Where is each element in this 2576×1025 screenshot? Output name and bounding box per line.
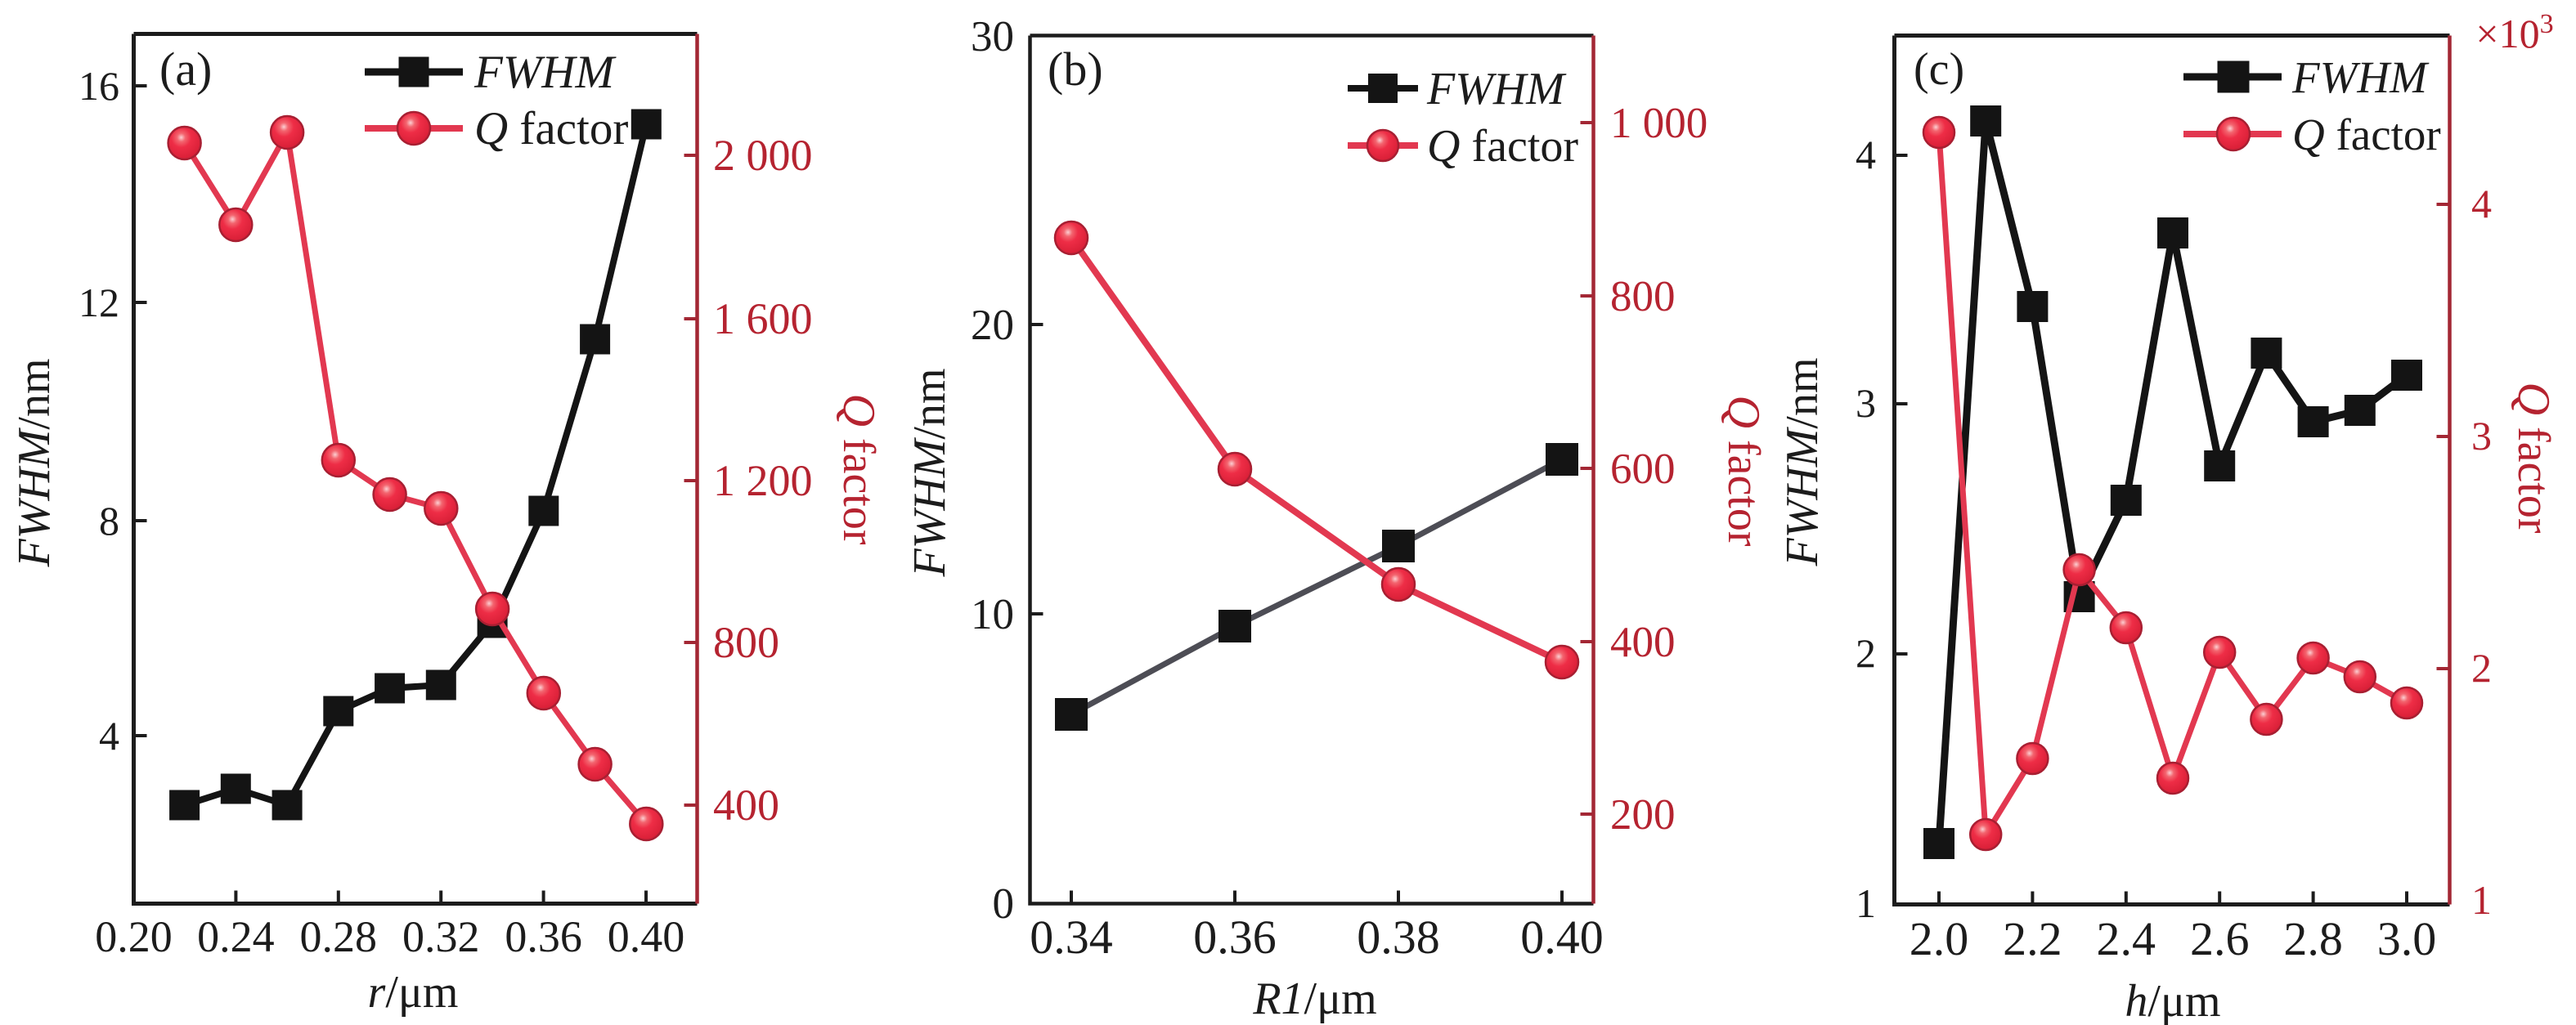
- svg-text:16: 16: [79, 63, 119, 109]
- svg-text:(a): (a): [159, 43, 212, 96]
- svg-text:0.38: 0.38: [1357, 911, 1440, 964]
- svg-text:800: 800: [1610, 273, 1676, 320]
- svg-text:R1/μm: R1/μm: [1252, 974, 1376, 1024]
- svg-text:FWHM: FWHM: [2291, 52, 2430, 102]
- svg-text:0.36: 0.36: [1193, 911, 1277, 964]
- svg-text:0.28: 0.28: [300, 912, 378, 961]
- svg-text:2.4: 2.4: [2097, 912, 2156, 965]
- svg-text:(b): (b): [1048, 43, 1103, 96]
- svg-text:1 000: 1 000: [1610, 100, 1708, 147]
- svg-text:FWHM/nm: FWHM/nm: [904, 368, 955, 577]
- svg-text:400: 400: [1610, 619, 1676, 666]
- svg-text:Q factor: Q factor: [2508, 382, 2559, 533]
- svg-text:10: 10: [971, 591, 1014, 638]
- svg-text:4: 4: [2471, 181, 2492, 226]
- svg-text:FWHM/nm: FWHM/nm: [9, 358, 60, 567]
- svg-text:1: 1: [1856, 880, 1876, 926]
- svg-text:Q factor: Q factor: [474, 103, 628, 154]
- svg-text:0.40: 0.40: [1520, 911, 1604, 964]
- svg-text:0.34: 0.34: [1030, 911, 1113, 964]
- svg-text:2 000: 2 000: [713, 131, 813, 180]
- svg-text:8: 8: [99, 498, 119, 544]
- svg-text:1: 1: [2471, 877, 2492, 923]
- svg-text:FWHM: FWHM: [473, 47, 617, 98]
- svg-text:×103: ×103: [2475, 9, 2553, 56]
- svg-text:3.0: 3.0: [2377, 912, 2437, 965]
- svg-text:4: 4: [1856, 132, 1876, 177]
- svg-text:600: 600: [1610, 445, 1676, 493]
- svg-text:0: 0: [993, 880, 1015, 928]
- svg-text:2.2: 2.2: [2003, 912, 2062, 965]
- svg-text:1 200: 1 200: [713, 456, 813, 505]
- svg-text:20: 20: [971, 302, 1014, 349]
- svg-text:Q factor: Q factor: [833, 393, 884, 544]
- svg-text:3: 3: [1856, 380, 1876, 426]
- svg-text:0.32: 0.32: [402, 912, 480, 961]
- svg-text:3: 3: [2471, 413, 2492, 459]
- svg-text:2.0: 2.0: [1910, 912, 1969, 965]
- svg-text:FWHM/nm: FWHM/nm: [1777, 357, 1828, 566]
- svg-text:12: 12: [79, 280, 119, 325]
- svg-text:2.6: 2.6: [2190, 912, 2250, 965]
- svg-text:4: 4: [99, 713, 119, 759]
- svg-text:0.20: 0.20: [95, 912, 173, 961]
- svg-text:2.8: 2.8: [2283, 912, 2343, 965]
- svg-text:200: 200: [1610, 791, 1676, 839]
- svg-text:2: 2: [2471, 645, 2492, 691]
- svg-text:FWHM: FWHM: [1426, 64, 1567, 114]
- svg-text:Q factor: Q factor: [1718, 395, 1769, 546]
- svg-text:h/μm: h/μm: [2125, 976, 2220, 1025]
- svg-text:0.24: 0.24: [197, 912, 275, 961]
- svg-text:r/μm: r/μm: [368, 967, 459, 1018]
- svg-text:0.36: 0.36: [505, 912, 582, 961]
- svg-text:800: 800: [713, 618, 779, 667]
- svg-text:0.40: 0.40: [608, 912, 685, 961]
- svg-text:2: 2: [1856, 630, 1876, 676]
- svg-text:Q factor: Q factor: [2292, 110, 2441, 159]
- svg-text:(c): (c): [1914, 44, 1964, 95]
- svg-text:30: 30: [971, 13, 1014, 60]
- svg-text:400: 400: [713, 781, 779, 830]
- svg-text:Q factor: Q factor: [1427, 121, 1578, 172]
- svg-text:1 600: 1 600: [713, 294, 813, 343]
